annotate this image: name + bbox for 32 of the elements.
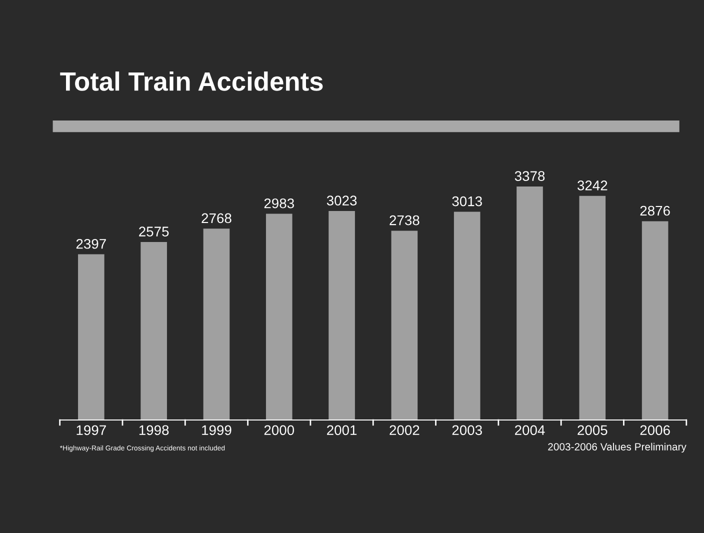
bar [579, 196, 606, 420]
data-label: 2575 [139, 226, 169, 236]
bar [642, 221, 668, 420]
x-tick-label: 2003 [452, 425, 482, 436]
data-label: 2738 [390, 215, 420, 226]
bar [516, 186, 543, 420]
data-label: 2876 [640, 206, 670, 216]
data-label: 3013 [452, 196, 482, 206]
text: 2003-2006 Values Preliminary [548, 442, 686, 453]
bar [391, 230, 418, 420]
data-label: 2768 [202, 213, 232, 224]
data-label: 3023 [326, 196, 357, 206]
bar [454, 212, 480, 420]
data-label: 3378 [514, 171, 545, 181]
x-tick-label: 1998 [139, 425, 169, 436]
bar [203, 228, 230, 420]
bar [328, 211, 355, 420]
x-tick-label: 2001 [327, 425, 357, 436]
chart-title: Total Train Accidents [60, 71, 323, 91]
x-tick-label: 2002 [390, 425, 420, 436]
x-tick-label: 1997 [76, 425, 106, 436]
x-tick-label: 2000 [264, 425, 294, 436]
x-tick-label: 2004 [515, 425, 545, 436]
bar [140, 242, 167, 420]
x-tick-label: 1999 [202, 425, 232, 436]
data-label: 2397 [76, 238, 106, 249]
bar [266, 214, 292, 420]
bar [78, 254, 104, 420]
data-label: 2983 [264, 198, 294, 208]
x-tick-label: 2005 [578, 425, 608, 436]
data-label: 3242 [578, 180, 608, 190]
x-tick-label: 2006 [640, 425, 670, 436]
